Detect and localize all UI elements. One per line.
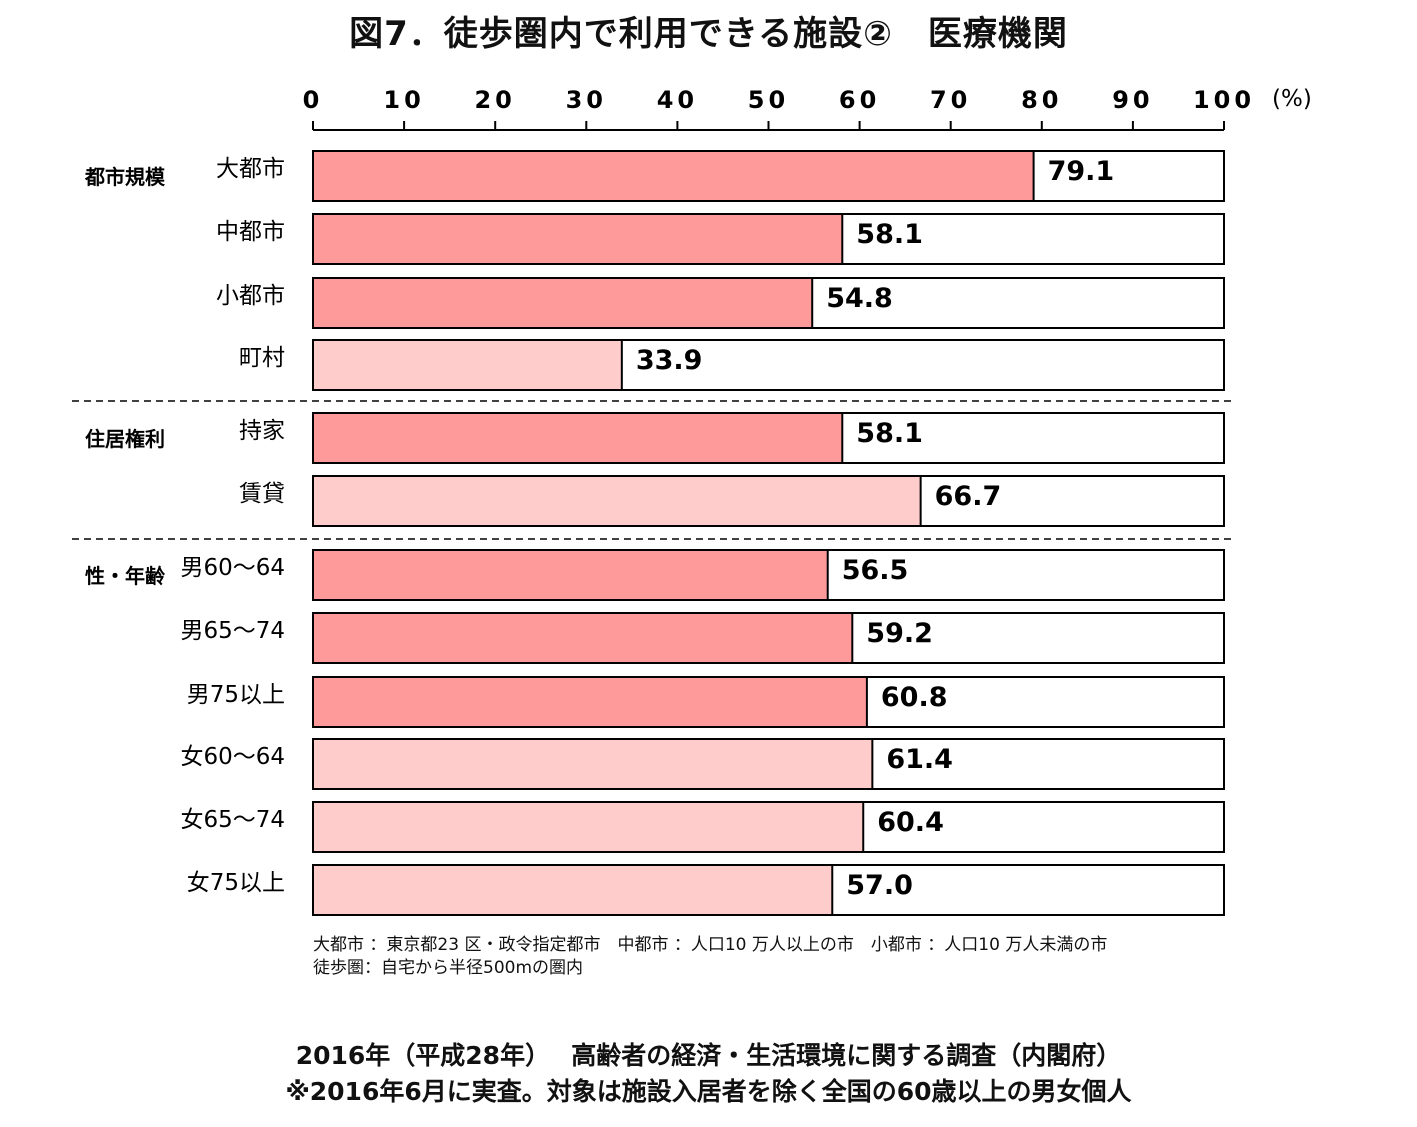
category-label: 大都市 <box>216 156 285 182</box>
category-label: 中都市 <box>216 219 285 245</box>
value-label: 56.5 <box>842 555 909 586</box>
category-label: 女60～64 <box>180 744 285 770</box>
category-label: 女65～74 <box>180 807 285 833</box>
bar <box>312 676 868 728</box>
value-label: 54.8 <box>826 283 893 314</box>
x-axis-tick-label: 40 <box>657 86 698 114</box>
x-axis-tick-label: 100 <box>1193 86 1255 114</box>
x-axis-tick-label: 50 <box>748 86 789 114</box>
x-axis-tick-label: 10 <box>383 86 424 114</box>
value-label: 33.9 <box>636 345 703 376</box>
bar-chart: 0 10 20 30 40 50 60 70 80 90 100 (%) 都市規模 大都市 79.1 中都市 5… <box>72 86 1312 916</box>
value-label: 79.1 <box>1048 156 1115 187</box>
value-label: 58.1 <box>856 418 923 449</box>
category-label: 賃貸 <box>239 481 285 507</box>
bar <box>312 213 844 265</box>
source-footer: 2016年（平成28年） 高齢者の経済・生活環境に関する調査（内閣府） ※201… <box>0 1038 1417 1110</box>
x-axis-tick-label: 80 <box>1021 86 1062 114</box>
x-axis-tick-label: 70 <box>930 86 971 114</box>
chart-title: 図7．徒歩圏内で利用できる施設② 医療機関 <box>349 14 1068 54</box>
axis-unit-label: (%) <box>1272 86 1312 112</box>
note-line-1: 大都市 ：東京都23 区・政令指定都市 中都市 ：人口10 万人以上の市 小都市… <box>313 935 1108 955</box>
x-axis-tick-label: 0 <box>303 86 324 114</box>
category-label: 小都市 <box>216 283 285 309</box>
group-label: 性・年齢 <box>85 564 166 588</box>
note-line-2: 徒歩圏：自宅から半径500mの圏内 <box>313 958 584 978</box>
bar <box>312 738 874 790</box>
bar <box>312 801 865 853</box>
bar <box>312 612 854 664</box>
value-label: 60.8 <box>881 682 948 713</box>
bar <box>312 475 922 527</box>
value-label: 60.4 <box>877 807 944 838</box>
bar <box>312 864 834 916</box>
group-label: 都市規模 <box>84 165 166 189</box>
value-label: 61.4 <box>886 744 953 775</box>
value-label: 59.2 <box>866 618 933 649</box>
category-label: 男60～64 <box>180 555 285 581</box>
category-label: 男75以上 <box>187 682 285 708</box>
bar <box>312 549 829 601</box>
footer-line-1: 2016年（平成28年） 高齢者の経済・生活環境に関する調査（内閣府） <box>295 1041 1122 1070</box>
x-axis-tick-label: 90 <box>1112 86 1153 114</box>
bar <box>312 150 1035 202</box>
category-label: 男65～74 <box>180 618 285 644</box>
footer-line-2: ※2016年6月に実査。対象は施設入居者を除く全国の60歳以上の男女個人 <box>285 1077 1132 1106</box>
bar <box>312 339 623 391</box>
value-label: 66.7 <box>935 481 1002 512</box>
x-axis-tick-label: 60 <box>839 86 880 114</box>
value-label: 57.0 <box>846 870 913 901</box>
x-axis-tick-label: 20 <box>474 86 515 114</box>
bar <box>312 277 814 329</box>
x-axis-tick-label: 30 <box>566 86 607 114</box>
bar <box>312 412 844 464</box>
category-label: 持家 <box>239 418 285 444</box>
group-label: 住居権利 <box>85 427 165 451</box>
category-label: 女75以上 <box>187 870 285 896</box>
category-label: 町村 <box>239 345 285 371</box>
value-label: 58.1 <box>856 219 923 250</box>
chart-notes: 大都市 ：東京都23 区・政令指定都市 中都市 ：人口10 万人以上の市 小都市… <box>313 934 1107 980</box>
